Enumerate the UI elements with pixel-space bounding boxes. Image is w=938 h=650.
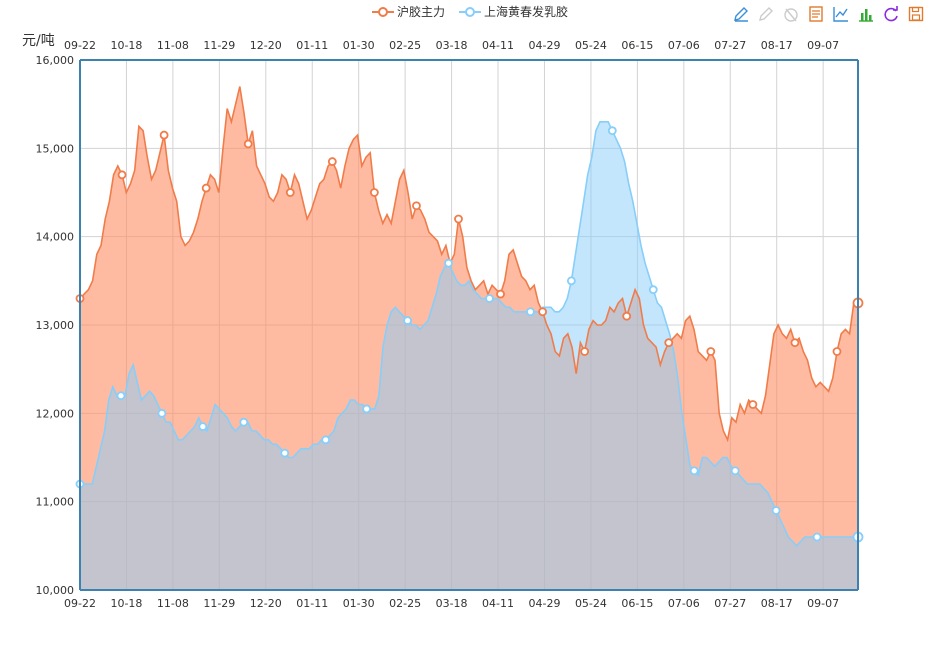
x-tick-label-top: 03-18: [436, 39, 468, 52]
x-tick-label: 11-08: [157, 597, 189, 610]
x-tick-label-top: 11-29: [203, 39, 235, 52]
series-point-1: [243, 139, 253, 149]
x-tick-label: 07-27: [714, 597, 746, 610]
series-point-1: [117, 170, 127, 180]
toolbox: [731, 4, 926, 24]
x-tick-label: 09-07: [807, 597, 839, 610]
series-point-1: [580, 347, 590, 356]
y-tick-label: 14,000: [36, 231, 75, 244]
series-point-2: [607, 126, 617, 136]
x-tick-label: 10-18: [110, 597, 142, 610]
x-tick-label-top: 04-11: [482, 39, 514, 52]
x-tick-label-top: 02-25: [389, 39, 421, 52]
save-image-icon[interactable]: [906, 4, 926, 24]
x-tick-label-top: 04-29: [528, 39, 560, 52]
y-tick-label: 16,000: [36, 54, 75, 67]
x-tick-label-top: 11-08: [157, 39, 189, 52]
series-point-2: [771, 506, 781, 515]
y-tick-label: 13,000: [36, 319, 75, 332]
line-chart-icon[interactable]: [831, 4, 851, 24]
reset-icon[interactable]: [781, 4, 801, 24]
x-tick-label-top: 10-18: [110, 39, 142, 52]
series-point-1: [538, 307, 547, 317]
series-point-1: [748, 400, 758, 409]
series-point-2: [198, 422, 208, 431]
series-point-2: [485, 294, 494, 303]
legend-marker-icon: [459, 6, 482, 18]
series-line-2: [80, 121, 858, 547]
x-tick-label: 06-15: [621, 597, 653, 610]
series-point-2: [648, 285, 658, 295]
eraser-icon[interactable]: [756, 4, 776, 24]
y-tick-label: 10,000: [36, 584, 75, 597]
y-tick-label: 15,000: [36, 142, 75, 155]
legend-item-shfe-rubber[interactable]: 沪胶主力: [372, 3, 445, 20]
series-point-2: [689, 466, 699, 476]
x-tick-label: 02-25: [389, 597, 421, 610]
series-point-2: [157, 408, 167, 418]
y-tick-label: 12,000: [36, 407, 75, 420]
series-point-1: [496, 289, 505, 299]
series-point-2: [280, 448, 290, 458]
x-tick-label-top: 09-22: [64, 39, 96, 52]
x-tick-label: 01-30: [343, 597, 375, 610]
x-tick-label: 04-29: [528, 597, 560, 610]
y-tick-label: 11,000: [36, 496, 75, 509]
series-point-2: [730, 466, 740, 476]
series-point-1: [832, 347, 842, 356]
legend-item-latex[interactable]: 上海黄春发乳胶: [459, 3, 568, 20]
series-point-1: [327, 157, 337, 166]
series-point-1: [412, 201, 421, 211]
series-point-1: [159, 130, 169, 140]
x-tick-label-top: 12-20: [250, 39, 282, 52]
x-tick-label-top: 09-07: [807, 39, 839, 52]
series-point-1: [285, 188, 295, 197]
data-view-icon[interactable]: [806, 4, 826, 24]
series-point-1: [201, 183, 211, 193]
legend-label: 沪胶主力: [397, 5, 446, 19]
series-point-2: [403, 316, 412, 325]
x-tick-label: 01-11: [296, 597, 328, 610]
legend-label: 上海黄春发乳胶: [484, 5, 569, 19]
series-point-2: [239, 417, 249, 427]
x-tick-label-top: 07-27: [714, 39, 746, 52]
x-tick-label-top: 07-06: [668, 39, 700, 52]
series-point-1: [622, 311, 632, 321]
series-point-2: [321, 435, 331, 445]
series-point-2: [566, 276, 576, 286]
x-tick-label: 08-17: [761, 597, 793, 610]
series-point-1: [454, 214, 463, 224]
series-point-1: [706, 347, 716, 356]
x-tick-label: 05-24: [575, 597, 607, 610]
series-area-2: [80, 121, 858, 591]
series-point-2: [812, 532, 822, 542]
legend: 沪胶主力 上海黄春发乳胶: [372, 3, 568, 20]
x-tick-label-top: 05-24: [575, 39, 607, 52]
x-tick-label: 04-11: [482, 597, 514, 610]
x-tick-label-top: 06-15: [621, 39, 653, 52]
series-point-2: [362, 404, 372, 414]
x-tick-label: 09-22: [64, 597, 96, 610]
series-point-2: [526, 307, 535, 317]
series-line-1: [79, 86, 858, 443]
series-point-2: [116, 391, 126, 401]
series-point-1: [664, 338, 674, 348]
restore-icon[interactable]: [881, 4, 901, 24]
x-tick-label: 07-06: [668, 597, 700, 610]
x-tick-label: 11-29: [203, 597, 235, 610]
legend-marker-icon: [372, 6, 394, 18]
series-point-1: [790, 338, 800, 348]
series-point-2: [444, 258, 453, 268]
x-tick-label-top: 01-11: [296, 39, 328, 52]
edit-pen-icon[interactable]: [731, 4, 751, 24]
x-tick-label: 03-18: [436, 597, 468, 610]
y-axis-unit-label: 元/吨: [22, 33, 55, 49]
bar-chart-icon[interactable]: [856, 4, 876, 24]
x-tick-label-top: 01-30: [343, 39, 375, 52]
x-tick-label: 12-20: [250, 597, 282, 610]
x-tick-label-top: 08-17: [761, 39, 793, 52]
series-point-1: [369, 188, 379, 197]
